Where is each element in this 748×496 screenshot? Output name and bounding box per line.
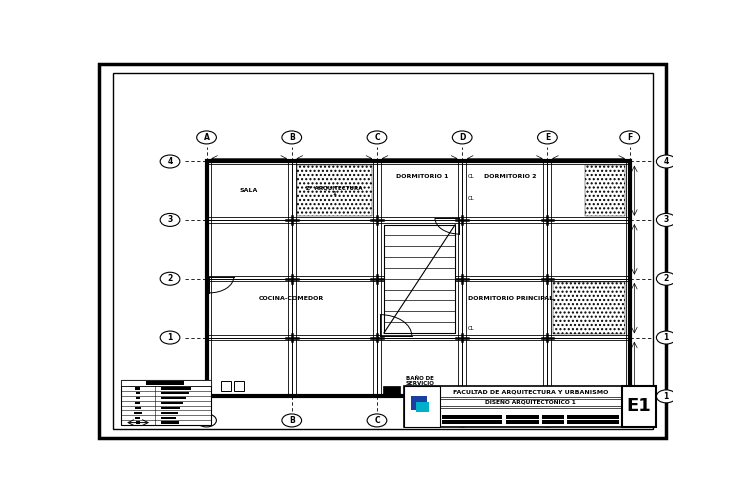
Bar	[234, 381, 244, 391]
Bar	[136, 392, 140, 394]
Bar	[135, 387, 141, 389]
Text: E: E	[545, 416, 550, 425]
Text: CL: CL	[468, 196, 475, 201]
Bar	[134, 412, 142, 414]
Text: A: A	[203, 133, 209, 142]
Text: COCINA-COMEDOR: COCINA-COMEDOR	[259, 296, 325, 301]
Bar	[136, 422, 140, 424]
Circle shape	[620, 131, 640, 144]
Text: 4: 4	[663, 157, 669, 166]
Bar	[568, 415, 619, 419]
Bar	[161, 387, 191, 389]
Text: A: A	[203, 416, 209, 425]
Circle shape	[657, 155, 676, 168]
Bar	[542, 421, 564, 424]
Text: DORMITORIO 1: DORMITORIO 1	[396, 174, 449, 179]
Text: 2: 2	[168, 274, 173, 283]
Bar	[404, 386, 656, 427]
Circle shape	[453, 131, 472, 144]
Circle shape	[197, 414, 216, 427]
Text: D: D	[459, 133, 465, 142]
Bar	[411, 396, 427, 410]
Bar	[135, 417, 141, 419]
Text: D: D	[459, 416, 465, 425]
Bar	[161, 397, 186, 399]
Bar	[135, 407, 141, 409]
Circle shape	[657, 272, 676, 285]
Bar	[161, 402, 183, 404]
Circle shape	[160, 390, 180, 403]
Circle shape	[538, 131, 557, 144]
Bar	[542, 415, 564, 419]
Bar	[553, 282, 625, 334]
Circle shape	[160, 331, 180, 344]
Text: 3: 3	[663, 215, 669, 224]
Circle shape	[367, 414, 387, 427]
Bar	[416, 402, 429, 412]
Text: B: B	[289, 133, 295, 142]
Text: DORMITORIO 2: DORMITORIO 2	[485, 174, 537, 179]
Bar	[161, 412, 178, 414]
Circle shape	[282, 131, 301, 144]
Bar	[120, 380, 211, 386]
Text: DORMITORIO PRINCIPAL: DORMITORIO PRINCIPAL	[468, 296, 554, 301]
Text: 4: 4	[168, 157, 173, 166]
Text: BAÑO DE
SERVICIO: BAÑO DE SERVICIO	[405, 375, 434, 386]
Bar	[297, 165, 372, 216]
Text: SALA: SALA	[240, 188, 258, 193]
Text: 3: 3	[168, 215, 173, 224]
Bar	[585, 165, 625, 216]
Circle shape	[453, 414, 472, 427]
Bar	[161, 422, 180, 424]
Bar	[161, 407, 180, 409]
Bar	[146, 381, 184, 385]
Bar	[442, 421, 503, 424]
Bar	[384, 225, 456, 333]
Text: B: B	[289, 416, 295, 425]
Bar	[120, 380, 211, 425]
Circle shape	[620, 414, 640, 427]
Bar	[135, 402, 141, 404]
Text: C: C	[374, 416, 380, 425]
Bar	[442, 415, 503, 419]
Text: C: C	[374, 133, 380, 142]
Text: F: F	[627, 133, 632, 142]
Text: E: E	[545, 133, 550, 142]
Circle shape	[367, 131, 387, 144]
Circle shape	[657, 390, 676, 403]
Text: E1: E1	[627, 397, 652, 415]
Text: CL: CL	[468, 174, 475, 179]
Text: FACULTAD DE ARQUITECTURA Y URBANISMO: FACULTAD DE ARQUITECTURA Y URBANISMO	[453, 389, 609, 394]
Text: 1: 1	[663, 392, 669, 401]
Circle shape	[197, 131, 216, 144]
Text: DISEÑO ARQUITECTÓNICO 1: DISEÑO ARQUITECTÓNICO 1	[485, 400, 576, 405]
Circle shape	[538, 414, 557, 427]
Text: 1: 1	[168, 333, 173, 342]
Bar	[506, 415, 539, 419]
Bar	[506, 421, 539, 424]
Text: 2: 2	[663, 274, 669, 283]
Bar	[161, 417, 176, 419]
Bar	[161, 392, 188, 394]
Circle shape	[160, 272, 180, 285]
Circle shape	[282, 414, 301, 427]
Text: CL: CL	[468, 325, 475, 330]
Circle shape	[657, 213, 676, 226]
Circle shape	[160, 155, 180, 168]
Text: 1: 1	[663, 333, 669, 342]
Bar	[383, 386, 400, 395]
Bar	[404, 386, 440, 427]
Circle shape	[160, 213, 180, 226]
Bar	[221, 381, 231, 391]
Bar	[206, 162, 630, 396]
Text: Z° ARQUITECTURA
1: Z° ARQUITECTURA 1	[306, 186, 363, 196]
Text: 1: 1	[168, 392, 173, 401]
Text: F: F	[627, 416, 632, 425]
Bar	[568, 421, 619, 424]
Bar	[622, 386, 656, 427]
Bar	[136, 397, 140, 399]
Circle shape	[657, 331, 676, 344]
